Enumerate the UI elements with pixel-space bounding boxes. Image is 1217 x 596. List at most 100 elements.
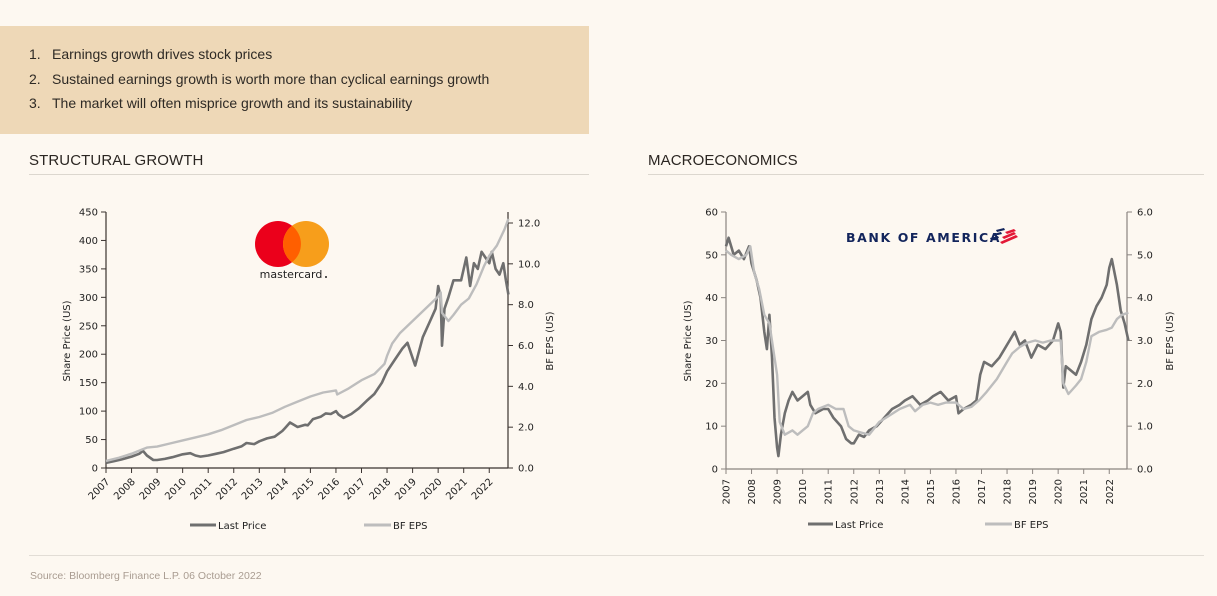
x-tick-label: 2015 xyxy=(291,477,317,503)
x-tick-label: 2012 xyxy=(849,479,860,504)
key-point-number: 1. xyxy=(29,46,41,62)
y-tick-label: 50 xyxy=(85,435,98,446)
x-tick-label: 2021 xyxy=(1079,479,1090,504)
y2-tick-label: 12.0 xyxy=(518,219,540,230)
y-tick-label: 50 xyxy=(705,250,718,261)
x-tick-label: 2007 xyxy=(87,477,113,503)
series-lines xyxy=(105,218,510,465)
y2-tick-label: 3.0 xyxy=(1137,336,1153,347)
x-tick-label: 2020 xyxy=(419,477,445,503)
y2-tick-label: 0.0 xyxy=(518,464,534,475)
y2-tick-label: 4.0 xyxy=(1137,293,1153,304)
legend-bf-eps-label: BF EPS xyxy=(393,521,428,532)
mastercard-wordmark: mastercard xyxy=(260,268,323,281)
y2-tick-label: 2.0 xyxy=(518,423,534,434)
x-tick-label: 2011 xyxy=(824,479,835,504)
key-point-text: Sustained earnings growth is worth more … xyxy=(52,70,490,87)
mastercard-logo: mastercard xyxy=(255,221,329,281)
y-tick-label: 0 xyxy=(92,464,98,475)
y2-tick-label: 5.0 xyxy=(1137,250,1153,261)
legend-last-price-label: Last Price xyxy=(218,521,266,532)
key-point-item: 1. Earnings growth drives stock prices xyxy=(29,46,489,71)
y2-tick-label: 6.0 xyxy=(1137,208,1153,219)
legend: Last Price BF EPS xyxy=(190,521,428,532)
left-y-tick-labels: 0 10 20 30 40 50 60 xyxy=(705,208,718,476)
x-tick-labels: 2007 2008 2009 2010 2011 2012 2013 2014 2015 2016… xyxy=(722,479,1116,504)
key-point-number: 2. xyxy=(29,70,41,87)
y-tick-label: 0 xyxy=(712,465,718,476)
x-tick-label: 2007 xyxy=(722,479,733,504)
y2-tick-label: 8.0 xyxy=(518,300,534,311)
x-tick-label: 2010 xyxy=(163,477,189,503)
x-tick-label: 2014 xyxy=(900,479,911,504)
right-y-axis-title: BF EPS (US) xyxy=(1165,311,1176,370)
y2-tick-label: 1.0 xyxy=(1137,422,1153,433)
x-tick-label: 2018 xyxy=(368,477,394,503)
y-tick-label: 350 xyxy=(79,264,98,275)
axes xyxy=(721,211,1132,474)
x-tick-label: 2019 xyxy=(1028,479,1039,504)
right-y-tick-labels: 0.0 1.0 2.0 3.0 4.0 5.0 6.0 xyxy=(1137,208,1153,476)
x-tick-label: 2016 xyxy=(951,479,962,504)
x-tick-label: 2009 xyxy=(773,479,784,504)
key-point-number: 3. xyxy=(29,95,41,111)
left-y-axis-title: Share Price (US) xyxy=(683,300,694,381)
x-tick-labels: 2007 2008 2009 2010 2011 2012 2013 2014 2015 2016… xyxy=(87,477,496,503)
left-y-tick-labels: 0 50 100 150 200 250 300 350 400 450 xyxy=(79,208,98,475)
x-tick-label: 2013 xyxy=(875,479,886,504)
last-price-line xyxy=(724,236,1130,458)
bofa-flag-icon xyxy=(990,228,1018,244)
y-tick-label: 300 xyxy=(79,293,98,304)
x-tick-label: 2022 xyxy=(470,477,496,503)
source-note: Source: Bloomberg Finance L.P. 06 Octobe… xyxy=(30,570,262,582)
y-tick-label: 200 xyxy=(79,350,98,361)
legend: Last Price BF EPS xyxy=(808,520,1049,531)
x-tick-label: 2013 xyxy=(240,477,266,503)
x-tick-label: 2017 xyxy=(977,479,988,504)
x-tick-label: 2010 xyxy=(798,479,809,504)
key-points-list: 1. Earnings growth drives stock prices 2.… xyxy=(29,46,489,120)
series-lines xyxy=(724,236,1130,458)
y2-tick-label: 6.0 xyxy=(518,341,534,352)
x-tick-label: 2018 xyxy=(1003,479,1014,504)
y2-tick-label: 4.0 xyxy=(518,382,534,393)
legend-last-price-label: Last Price xyxy=(835,520,883,531)
mastercard-wordmark-dot xyxy=(325,276,327,278)
x-tick-label: 2011 xyxy=(189,477,215,503)
mastercard-overlap xyxy=(283,225,301,263)
y2-tick-label: 0.0 xyxy=(1137,465,1153,476)
section-divider xyxy=(648,174,1204,175)
mastercard-chart: 0 50 100 150 200 250 300 350 400 450 0.0 2.0 4.0 6.0… xyxy=(62,208,556,533)
x-tick-label: 2009 xyxy=(138,477,164,503)
x-tick-label: 2021 xyxy=(444,477,470,503)
y-tick-label: 10 xyxy=(705,422,718,433)
key-point-item: 2. Sustained earnings growth is worth mor… xyxy=(29,71,489,96)
x-tick-label: 2019 xyxy=(393,477,419,503)
y-tick-label: 400 xyxy=(79,236,98,247)
x-tick-label: 2008 xyxy=(112,477,138,503)
key-point-item: 3. The market will often misprice growth … xyxy=(29,95,489,120)
x-tick-label: 2022 xyxy=(1105,479,1116,504)
bofa-wordmark: BANK OF AMERICA xyxy=(846,230,1001,245)
x-tick-label: 2014 xyxy=(265,477,291,503)
left-y-axis-title: Share Price (US) xyxy=(62,300,73,381)
key-point-text: Earnings growth drives stock prices xyxy=(52,46,273,62)
axes xyxy=(101,211,513,473)
y-tick-label: 40 xyxy=(705,293,718,304)
key-point-text: The market will often misprice growth an… xyxy=(52,95,413,111)
y-tick-label: 30 xyxy=(705,336,718,347)
key-points-callout: 1. Earnings growth drives stock prices 2.… xyxy=(0,26,589,134)
x-tick-label: 2020 xyxy=(1054,479,1065,504)
y2-tick-label: 10.0 xyxy=(518,259,540,270)
bank-of-america-logo: BANK OF AMERICA xyxy=(846,228,1018,245)
y-tick-label: 450 xyxy=(79,208,98,219)
macroeconomics-title: MACROECONOMICS xyxy=(648,152,798,169)
x-tick-label: 2015 xyxy=(926,479,937,504)
structural-growth-title: STRUCTURAL GROWTH xyxy=(29,152,204,169)
y-tick-label: 250 xyxy=(79,321,98,332)
y-tick-label: 60 xyxy=(705,208,718,219)
x-tick-label: 2017 xyxy=(342,477,368,503)
legend-bf-eps-label: BF EPS xyxy=(1014,520,1049,531)
x-tick-label: 2008 xyxy=(747,479,758,504)
